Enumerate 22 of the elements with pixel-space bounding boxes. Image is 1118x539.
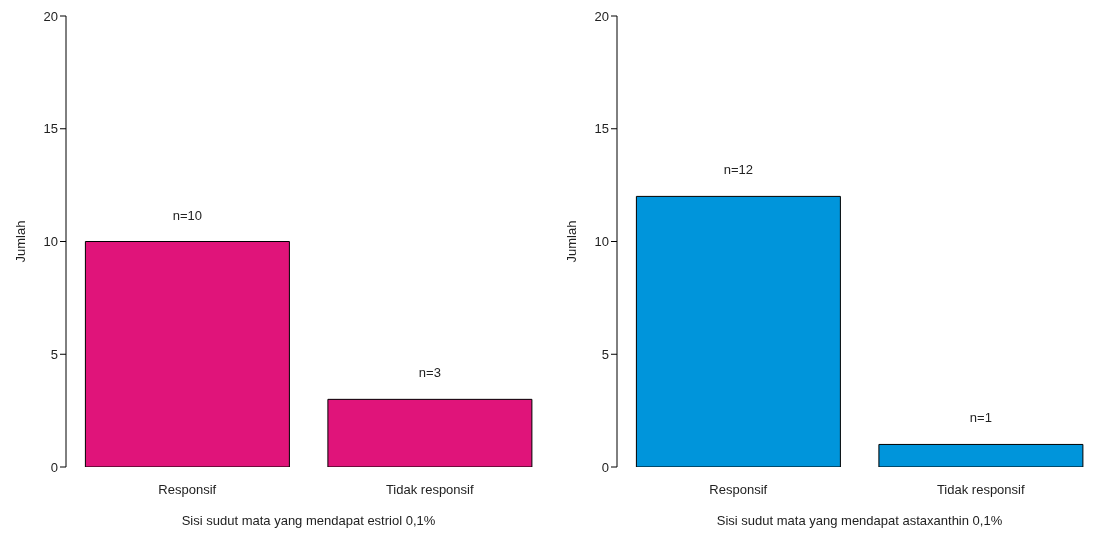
y-tick-label: 10 [594, 234, 609, 250]
x-tick-label: Responsif [709, 482, 768, 498]
y-tick-label: 0 [601, 459, 609, 475]
x-tick-label: Tidak responsif [936, 482, 1025, 498]
data-label: n=3 [418, 365, 441, 381]
data-label: n=12 [723, 162, 754, 178]
data-label: n=10 [172, 207, 203, 223]
data-label: n=1 [969, 410, 992, 426]
y-tick-label: 5 [50, 346, 58, 362]
y-tick-label: 20 [594, 8, 609, 24]
x-axis-title: Sisi sudut mata yang mendapat astaxanthin 0,1% [716, 513, 1003, 528]
x-tick-label: Responsif [158, 482, 217, 498]
y-tick-label: 10 [43, 234, 58, 250]
y-tick-label: 15 [43, 121, 58, 137]
x-axis-title: Sisi sudut mata yang mendapat estriol 0,1% [181, 513, 436, 528]
y-axis-title: Jumlah [563, 220, 579, 263]
y-axis-title: Jumlah [12, 220, 28, 263]
y-tick-label: 0 [50, 459, 58, 475]
y-tick-label: 15 [594, 121, 609, 137]
x-tick-label: Tidak responsif [385, 482, 474, 498]
y-tick-label: 20 [43, 8, 58, 24]
y-tick-label: 5 [601, 346, 609, 362]
